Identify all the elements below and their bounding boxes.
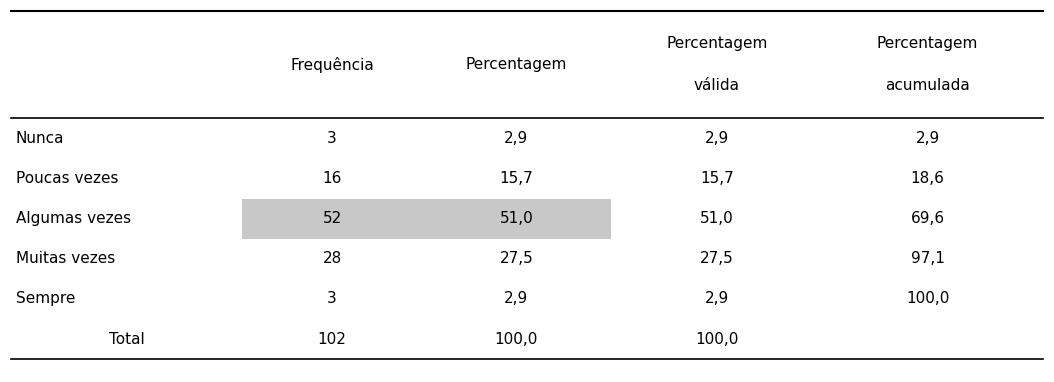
Text: 18,6: 18,6 — [911, 171, 944, 186]
Text: 27,5: 27,5 — [700, 251, 734, 266]
Text: 3: 3 — [327, 131, 337, 146]
Text: Percentagem: Percentagem — [877, 36, 978, 52]
Text: Algumas vezes: Algumas vezes — [16, 211, 131, 226]
Text: 2,9: 2,9 — [704, 291, 729, 306]
Text: 51,0: 51,0 — [700, 211, 734, 226]
Text: 69,6: 69,6 — [911, 211, 944, 226]
Text: 2,9: 2,9 — [704, 131, 729, 146]
Text: Nunca: Nunca — [16, 131, 64, 146]
Text: 97,1: 97,1 — [911, 251, 944, 266]
Text: Poucas vezes: Poucas vezes — [16, 171, 118, 186]
Text: 2,9: 2,9 — [504, 291, 529, 306]
Text: 102: 102 — [317, 332, 347, 346]
Text: 15,7: 15,7 — [700, 171, 734, 186]
Bar — [242, 199, 611, 239]
Text: 3: 3 — [327, 291, 337, 306]
Text: válida: válida — [694, 78, 740, 94]
Text: 100,0: 100,0 — [695, 332, 739, 346]
Text: 2,9: 2,9 — [504, 131, 529, 146]
Text: Percentagem: Percentagem — [466, 57, 567, 73]
Text: Percentagem: Percentagem — [666, 36, 767, 52]
Text: 28: 28 — [323, 251, 341, 266]
Text: 100,0: 100,0 — [494, 332, 539, 346]
Text: Sempre: Sempre — [16, 291, 75, 306]
Text: 27,5: 27,5 — [500, 251, 533, 266]
Text: 2,9: 2,9 — [915, 131, 940, 146]
Text: Total: Total — [109, 332, 144, 346]
Text: 15,7: 15,7 — [500, 171, 533, 186]
Text: Frequência: Frequência — [290, 57, 374, 73]
Text: 51,0: 51,0 — [500, 211, 533, 226]
Text: acumulada: acumulada — [885, 78, 970, 94]
Text: 100,0: 100,0 — [905, 291, 950, 306]
Text: 52: 52 — [323, 211, 341, 226]
Text: 16: 16 — [323, 171, 341, 186]
Text: Muitas vezes: Muitas vezes — [16, 251, 115, 266]
